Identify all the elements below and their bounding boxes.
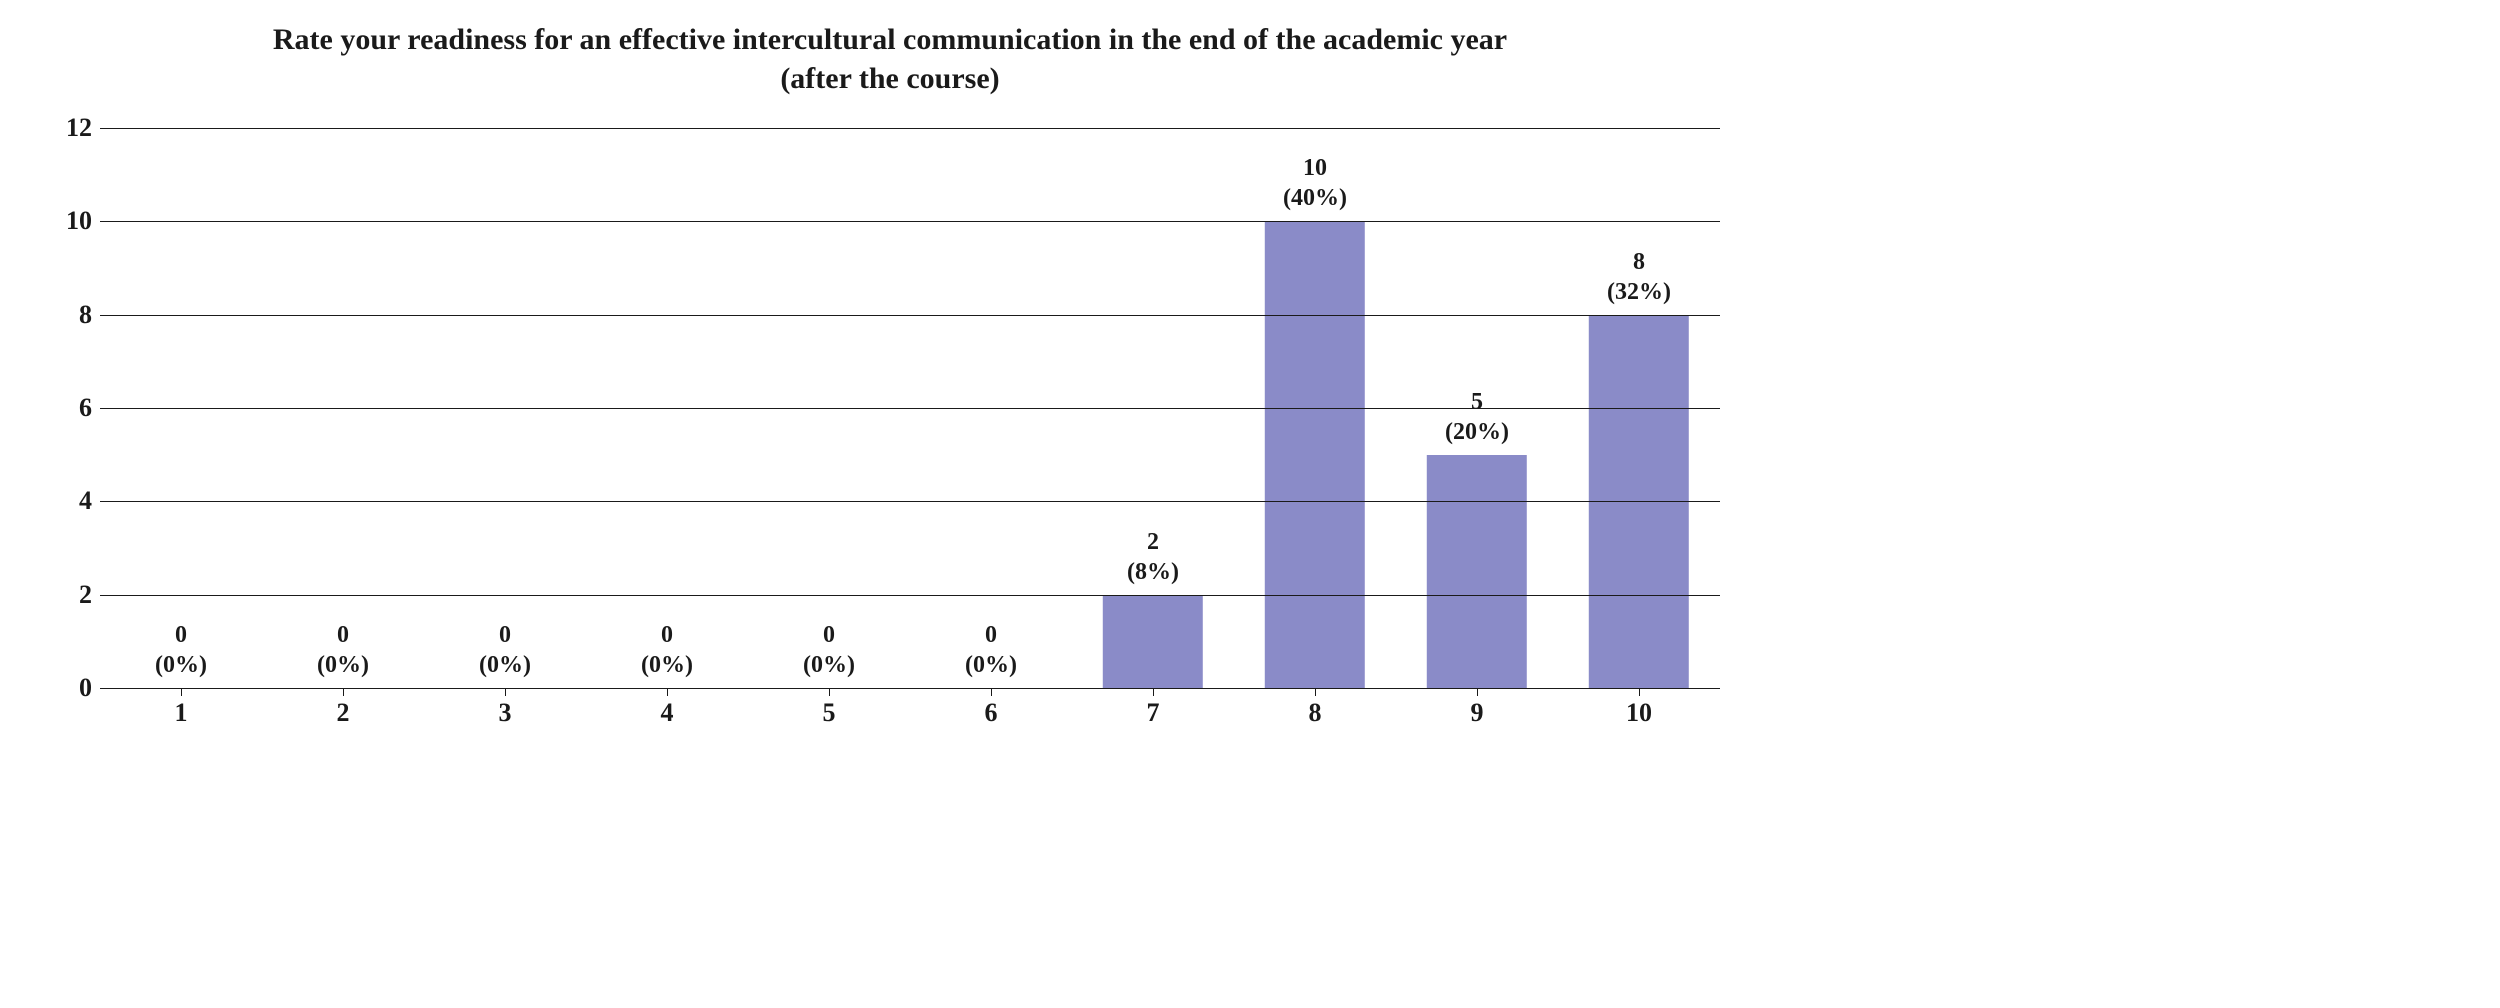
- bar-value-label: 0 (0%): [155, 620, 207, 680]
- y-tick-label: 12: [66, 113, 92, 143]
- x-tick-label: 7: [1147, 698, 1160, 728]
- y-tick-label: 0: [79, 673, 92, 703]
- x-tick-mark: [343, 688, 344, 696]
- bar-value-count: 0: [337, 622, 349, 648]
- x-tick-mark: [1315, 688, 1316, 696]
- bar-value-label: 8 (32%): [1607, 247, 1671, 307]
- x-tick-mark: [991, 688, 992, 696]
- bar-value-label: 10 (40%): [1283, 153, 1347, 213]
- bar: [1427, 455, 1527, 688]
- chart-title-line2: (after the course): [780, 62, 999, 95]
- bar-value-label: 0 (0%): [317, 620, 369, 680]
- bar-value-count: 0: [175, 622, 187, 648]
- gridline: [100, 128, 1720, 129]
- bar-value-count: 0: [499, 622, 511, 648]
- x-tick-mark: [1153, 688, 1154, 696]
- bar-value-count: 0: [823, 622, 835, 648]
- gridline: [100, 595, 1720, 596]
- chart-title: Rate your readiness for an effective int…: [40, 20, 1740, 98]
- gridline: [100, 688, 1720, 689]
- bar-value-percent: (32%): [1607, 279, 1671, 305]
- bar-value-percent: (8%): [1127, 559, 1179, 585]
- grid-area: 0(0%)10(0%)20(0%)30(0%)40(0%)50(0%)62(8%…: [100, 128, 1720, 688]
- x-tick-mark: [829, 688, 830, 696]
- bar-value-percent: (0%): [317, 652, 369, 678]
- x-tick-mark: [1639, 688, 1640, 696]
- bar-value-label: 0 (0%): [965, 620, 1017, 680]
- y-tick-label: 8: [79, 300, 92, 330]
- x-tick-mark: [1477, 688, 1478, 696]
- chart-title-line1: Rate your readiness for an effective int…: [273, 23, 1507, 56]
- bar-value-count: 8: [1633, 249, 1645, 275]
- x-tick-label: 8: [1309, 698, 1322, 728]
- bar: [1103, 595, 1203, 688]
- x-tick-label: 2: [337, 698, 350, 728]
- x-tick-label: 4: [661, 698, 674, 728]
- bar-value-label: 0 (0%): [641, 620, 693, 680]
- bar-value-percent: (0%): [641, 652, 693, 678]
- bar-value-count: 5: [1471, 389, 1483, 415]
- gridline: [100, 408, 1720, 409]
- bar-value-label: 0 (0%): [803, 620, 855, 680]
- bar-value-percent: (20%): [1445, 419, 1509, 445]
- y-tick-label: 4: [79, 486, 92, 516]
- x-tick-label: 10: [1626, 698, 1652, 728]
- x-tick-label: 6: [985, 698, 998, 728]
- bar-value-percent: (0%): [965, 652, 1017, 678]
- bar-value-label: 2 (8%): [1127, 527, 1179, 587]
- bar-value-count: 0: [985, 622, 997, 648]
- bar-value-label: 0 (0%): [479, 620, 531, 680]
- bar-value-percent: (0%): [155, 652, 207, 678]
- readiness-bar-chart: Rate your readiness for an effective int…: [40, 20, 1740, 738]
- bar-value-percent: (40%): [1283, 185, 1347, 211]
- gridline: [100, 501, 1720, 502]
- y-tick-label: 2: [79, 580, 92, 610]
- x-tick-mark: [181, 688, 182, 696]
- gridline: [100, 315, 1720, 316]
- x-tick-label: 9: [1471, 698, 1484, 728]
- x-tick-label: 1: [175, 698, 188, 728]
- y-tick-label: 6: [79, 393, 92, 423]
- bar: [1265, 221, 1365, 688]
- bar-value-percent: (0%): [803, 652, 855, 678]
- gridline: [100, 221, 1720, 222]
- bar-value-label: 5 (20%): [1445, 387, 1509, 447]
- bar-value-count: 2: [1147, 529, 1159, 555]
- y-axis: 024681012: [40, 128, 100, 688]
- bar-value-count: 10: [1303, 155, 1327, 181]
- x-tick-mark: [667, 688, 668, 696]
- plot-area: 024681012 0(0%)10(0%)20(0%)30(0%)40(0%)5…: [40, 128, 1740, 738]
- x-tick-mark: [505, 688, 506, 696]
- x-tick-label: 3: [499, 698, 512, 728]
- bar-value-count: 0: [661, 622, 673, 648]
- y-tick-label: 10: [66, 206, 92, 236]
- bar-value-percent: (0%): [479, 652, 531, 678]
- x-tick-label: 5: [823, 698, 836, 728]
